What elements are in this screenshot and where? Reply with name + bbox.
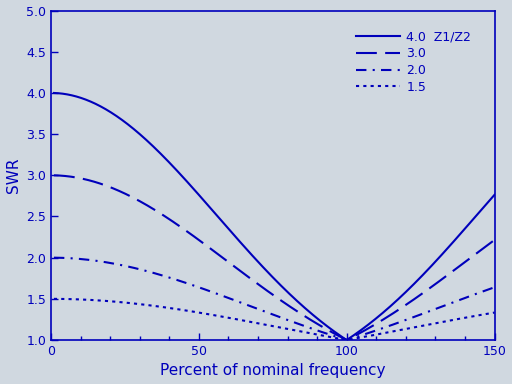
X-axis label: Percent of nominal frequency: Percent of nominal frequency [160, 363, 386, 379]
Y-axis label: SWR: SWR [6, 157, 20, 193]
Legend: 4.0  Z1/Z2, 3.0, 2.0, 1.5: 4.0 Z1/Z2, 3.0, 2.0, 1.5 [353, 27, 475, 98]
